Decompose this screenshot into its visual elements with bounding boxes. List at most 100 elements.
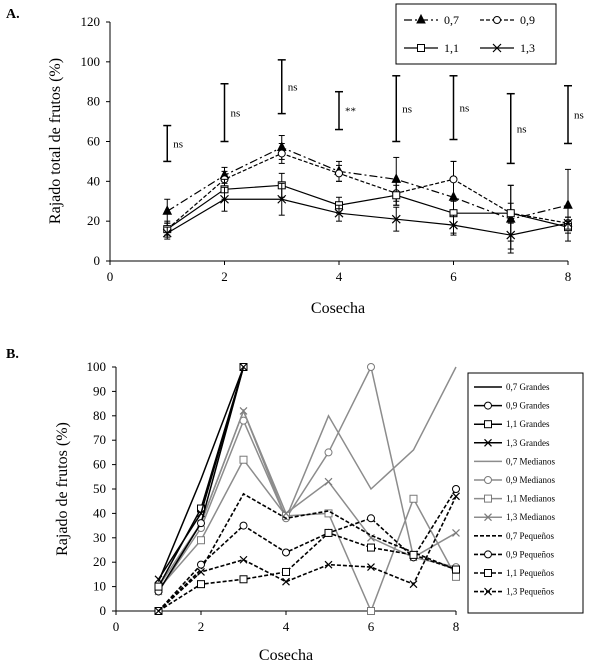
data-point bbox=[367, 607, 375, 615]
legend-marker bbox=[484, 587, 492, 596]
data-point bbox=[367, 563, 375, 572]
data-point bbox=[506, 209, 515, 218]
data-point bbox=[449, 175, 458, 184]
data-point bbox=[452, 485, 460, 493]
panel-b-x-tick-label: 6 bbox=[368, 619, 375, 634]
legend-marker bbox=[484, 513, 492, 522]
panel-b-y-tick-label: 10 bbox=[93, 579, 106, 594]
data-point bbox=[367, 533, 375, 542]
legend-label: 1,3 Grandes bbox=[506, 438, 550, 448]
series-line bbox=[166, 152, 569, 230]
panel-b-ylabel: Rajado de frutos (%) bbox=[54, 422, 71, 556]
data-point bbox=[409, 550, 418, 559]
significance-label: ns bbox=[402, 104, 412, 116]
legend-label: 0,7 Pequeños bbox=[506, 531, 554, 541]
series-line bbox=[157, 492, 457, 612]
data-point bbox=[409, 494, 418, 503]
data-point bbox=[197, 580, 205, 589]
legend-marker bbox=[484, 476, 492, 484]
panel-a-y-tick-label: 80 bbox=[87, 94, 100, 109]
series-line bbox=[166, 184, 569, 230]
data-point bbox=[282, 567, 290, 576]
data-point bbox=[154, 582, 163, 591]
panel-a-y-tick-label: 100 bbox=[81, 54, 101, 69]
legend-label: 0,7 Grandes bbox=[506, 382, 550, 392]
significance-label: ns bbox=[460, 103, 470, 115]
legend-label: 1,1 Medianos bbox=[506, 494, 555, 504]
data-point bbox=[563, 218, 573, 228]
data-point bbox=[220, 194, 229, 204]
data-point bbox=[335, 169, 343, 178]
panel-b-x-tick-label: 0 bbox=[113, 619, 120, 634]
panel-a-legend-box bbox=[395, 3, 557, 65]
legend-label: 0,9 Grandes bbox=[506, 401, 550, 411]
series-line bbox=[158, 532, 457, 612]
data-point bbox=[367, 514, 375, 523]
panel-a-x-tick-label: 8 bbox=[565, 269, 572, 284]
panel-a-series bbox=[162, 135, 573, 254]
data-point bbox=[239, 555, 248, 564]
panel-b-legend: 0,7 Grandes 0,9 Grandes 1,1 Grandes 1,3 Gra… bbox=[467, 372, 584, 614]
panel-b-y-tick-label: 40 bbox=[93, 505, 106, 520]
panel-a-legend: 0,7 0,9 1,1 1,3 bbox=[395, 3, 557, 65]
panel-a-x-tick-label: 4 bbox=[336, 269, 343, 284]
panel-a-y-tick-label: 20 bbox=[87, 213, 100, 228]
panel-b-series bbox=[154, 363, 460, 615]
legend-label: 0,9 Medianos bbox=[506, 475, 555, 485]
data-point bbox=[409, 580, 418, 589]
panel-a-x-tick-label: 0 bbox=[107, 269, 114, 284]
data-point bbox=[506, 230, 516, 240]
significance-label: ** bbox=[345, 106, 356, 118]
panel-a-label: A. bbox=[6, 7, 20, 22]
series-line bbox=[157, 488, 457, 612]
data-point bbox=[197, 536, 205, 545]
panel-b-y-tick-label: 70 bbox=[93, 432, 106, 447]
data-point bbox=[391, 214, 401, 224]
legend-marker bbox=[484, 401, 492, 410]
legend-label: 1,1 Pequeños bbox=[506, 568, 554, 578]
panel-b-y-tick-label: 20 bbox=[93, 554, 106, 569]
legend-label: 1,1 bbox=[444, 41, 459, 55]
data-point bbox=[324, 448, 333, 457]
data-point bbox=[197, 519, 205, 528]
panel-a-ylabel: Rajado total de frutos (%) bbox=[47, 58, 64, 224]
panel-a-xlabel: Cosecha bbox=[311, 300, 365, 317]
data-point bbox=[239, 575, 248, 584]
series-line bbox=[157, 495, 457, 612]
panel-a-x-tick-label: 6 bbox=[450, 269, 457, 284]
panel-b-y-tick-label: 80 bbox=[93, 408, 106, 423]
panel-a-x-tick-label: 2 bbox=[221, 269, 228, 284]
data-point bbox=[324, 560, 333, 569]
legend-marker bbox=[484, 438, 492, 447]
legend-marker bbox=[484, 550, 492, 559]
data-point bbox=[239, 363, 248, 371]
legend-marker bbox=[492, 43, 502, 53]
data-point bbox=[154, 607, 163, 615]
series-line bbox=[166, 198, 569, 236]
significance-label: ns bbox=[517, 124, 527, 136]
panel-b-label: B. bbox=[6, 347, 19, 362]
significance-label: ns bbox=[231, 108, 241, 120]
data-point bbox=[452, 492, 460, 501]
data-point bbox=[154, 575, 163, 584]
data-point bbox=[324, 528, 333, 537]
data-point bbox=[239, 455, 248, 464]
panel-a-y-tick-label: 120 bbox=[81, 14, 101, 29]
panel-b-x-tick-label: 2 bbox=[198, 619, 205, 634]
legend-label: 1,3 bbox=[520, 41, 535, 55]
data-point bbox=[334, 208, 344, 218]
panel-b-y-tick-label: 60 bbox=[93, 457, 106, 472]
legend-label: 0,7 Medianos bbox=[506, 456, 555, 466]
legend-label: 0,7 bbox=[444, 13, 459, 27]
data-point bbox=[277, 194, 287, 204]
legend-marker bbox=[417, 44, 425, 52]
data-point bbox=[452, 572, 460, 581]
data-point bbox=[282, 509, 290, 518]
data-point bbox=[277, 149, 286, 158]
data-point bbox=[367, 363, 375, 371]
legend-marker bbox=[484, 420, 492, 429]
